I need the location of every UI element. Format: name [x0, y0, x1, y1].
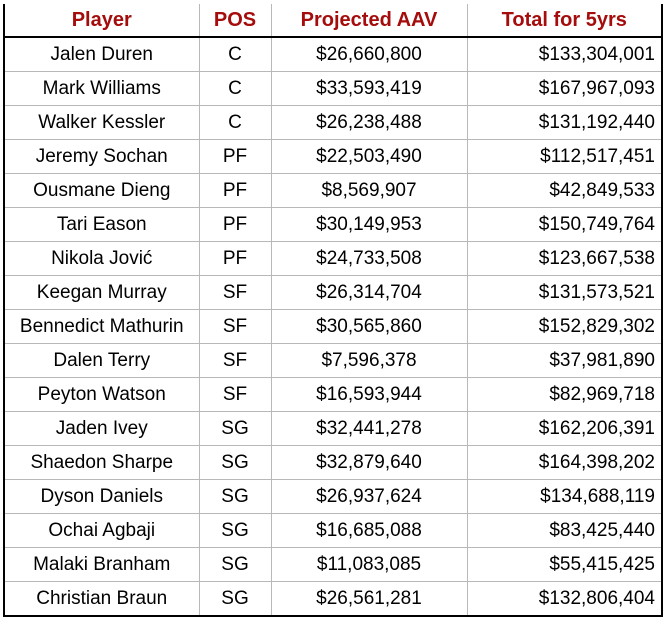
total-5yrs-cell: $82,969,718 — [466, 377, 663, 412]
total-5yrs-cell: $131,192,440 — [466, 105, 663, 140]
player-cell: Jalen Duren — [3, 36, 200, 72]
pos-cell: C — [198, 71, 272, 106]
table-row: Malaki Branham SG $11,083,085 $55,415,425 — [3, 547, 663, 582]
pos-cell: SF — [198, 309, 272, 344]
projected-aav-cell: $26,314,704 — [270, 275, 468, 310]
player-cell: Ousmane Dieng — [3, 173, 200, 208]
total-5yrs-cell: $123,667,538 — [466, 241, 663, 276]
total-5yrs-cell: $164,398,202 — [466, 445, 663, 480]
table-row: Dyson Daniels SG $26,937,624 $134,688,119 — [3, 479, 663, 514]
table-row: Ousmane Dieng PF $8,569,907 $42,849,533 — [3, 173, 663, 208]
contracts-table: Player POS Projected AAV Total for 5yrs … — [3, 4, 663, 617]
pos-cell: C — [198, 36, 272, 72]
player-column-header: Player — [3, 4, 200, 38]
pos-cell: SG — [198, 411, 272, 446]
table-row: Tari Eason PF $30,149,953 $150,749,764 — [3, 207, 663, 242]
total-5yrs-cell: $112,517,451 — [466, 139, 663, 174]
player-cell: Dyson Daniels — [3, 479, 200, 514]
projected-aav-cell: $26,561,281 — [270, 581, 468, 617]
player-cell: Malaki Branham — [3, 547, 200, 582]
projected-aav-cell: $32,441,278 — [270, 411, 468, 446]
total-5yrs-column-header: Total for 5yrs — [466, 4, 663, 38]
table-row: Jalen Duren C $26,660,800 $133,304,001 — [3, 36, 663, 72]
table-row: Jaden Ivey SG $32,441,278 $162,206,391 — [3, 411, 663, 446]
projected-aav-cell: $24,733,508 — [270, 241, 468, 276]
pos-cell: SG — [198, 513, 272, 548]
projected-aav-cell: $11,083,085 — [270, 547, 468, 582]
total-5yrs-cell: $134,688,119 — [466, 479, 663, 514]
pos-cell: PF — [198, 241, 272, 276]
player-cell: Jaden Ivey — [3, 411, 200, 446]
pos-cell: SF — [198, 343, 272, 378]
table-body: Jalen Duren C $26,660,800 $133,304,001 Mark … — [3, 36, 663, 617]
total-5yrs-cell: $131,573,521 — [466, 275, 663, 310]
player-cell: Walker Kessler — [3, 105, 200, 140]
total-5yrs-cell: $37,981,890 — [466, 343, 663, 378]
projected-aav-cell: $16,593,944 — [270, 377, 468, 412]
table-row: Mark Williams C $33,593,419 $167,967,093 — [3, 71, 663, 106]
pos-cell: C — [198, 105, 272, 140]
table-row: Walker Kessler C $26,238,488 $131,192,440 — [3, 105, 663, 140]
total-5yrs-cell: $55,415,425 — [466, 547, 663, 582]
pos-cell: SG — [198, 445, 272, 480]
player-cell: Shaedon Sharpe — [3, 445, 200, 480]
pos-column-header: POS — [198, 4, 272, 38]
table-row: Jeremy Sochan PF $22,503,490 $112,517,451 — [3, 139, 663, 174]
player-cell: Ochai Agbaji — [3, 513, 200, 548]
player-cell: Christian Braun — [3, 581, 200, 617]
player-cell: Keegan Murray — [3, 275, 200, 310]
total-5yrs-cell: $132,806,404 — [466, 581, 663, 617]
projected-aav-cell: $7,596,378 — [270, 343, 468, 378]
projected-aav-cell: $16,685,088 — [270, 513, 468, 548]
player-cell: Tari Eason — [3, 207, 200, 242]
total-5yrs-cell: $133,304,001 — [466, 36, 663, 72]
total-5yrs-cell: $83,425,440 — [466, 513, 663, 548]
player-cell: Mark Williams — [3, 71, 200, 106]
pos-cell: SF — [198, 377, 272, 412]
pos-cell: SG — [198, 581, 272, 617]
table-row: Christian Braun SG $26,561,281 $132,806,404 — [3, 581, 663, 617]
player-cell: Dalen Terry — [3, 343, 200, 378]
projected-aav-column-header: Projected AAV — [270, 4, 468, 38]
table-row: Ochai Agbaji SG $16,685,088 $83,425,440 — [3, 513, 663, 548]
projected-aav-cell: $33,593,419 — [270, 71, 468, 106]
pos-cell: PF — [198, 173, 272, 208]
projected-aav-cell: $26,660,800 — [270, 36, 468, 72]
table-row: Peyton Watson SF $16,593,944 $82,969,718 — [3, 377, 663, 412]
projected-aav-cell: $26,238,488 — [270, 105, 468, 140]
pos-cell: PF — [198, 139, 272, 174]
projected-aav-cell: $30,565,860 — [270, 309, 468, 344]
player-cell: Peyton Watson — [3, 377, 200, 412]
pos-cell: PF — [198, 207, 272, 242]
pos-cell: SG — [198, 479, 272, 514]
table-row: Bennedict Mathurin SF $30,565,860 $152,829,… — [3, 309, 663, 344]
projected-aav-cell: $30,149,953 — [270, 207, 468, 242]
player-cell: Nikola Jović — [3, 241, 200, 276]
player-cell: Jeremy Sochan — [3, 139, 200, 174]
table-row: Shaedon Sharpe SG $32,879,640 $164,398,202 — [3, 445, 663, 480]
pos-cell: SG — [198, 547, 272, 582]
projected-aav-cell: $8,569,907 — [270, 173, 468, 208]
table-row: Dalen Terry SF $7,596,378 $37,981,890 — [3, 343, 663, 378]
table-row: Nikola Jović PF $24,733,508 $123,667,538 — [3, 241, 663, 276]
total-5yrs-cell: $150,749,764 — [466, 207, 663, 242]
projected-aav-cell: $22,503,490 — [270, 139, 468, 174]
total-5yrs-cell: $42,849,533 — [466, 173, 663, 208]
pos-cell: SF — [198, 275, 272, 310]
header-row: Player POS Projected AAV Total for 5yrs — [3, 4, 663, 38]
player-cell: Bennedict Mathurin — [3, 309, 200, 344]
projected-aav-cell: $26,937,624 — [270, 479, 468, 514]
table-row: Keegan Murray SF $26,314,704 $131,573,521 — [3, 275, 663, 310]
total-5yrs-cell: $162,206,391 — [466, 411, 663, 446]
projected-aav-cell: $32,879,640 — [270, 445, 468, 480]
total-5yrs-cell: $152,829,302 — [466, 309, 663, 344]
total-5yrs-cell: $167,967,093 — [466, 71, 663, 106]
table-header: Player POS Projected AAV Total for 5yrs — [3, 4, 663, 38]
